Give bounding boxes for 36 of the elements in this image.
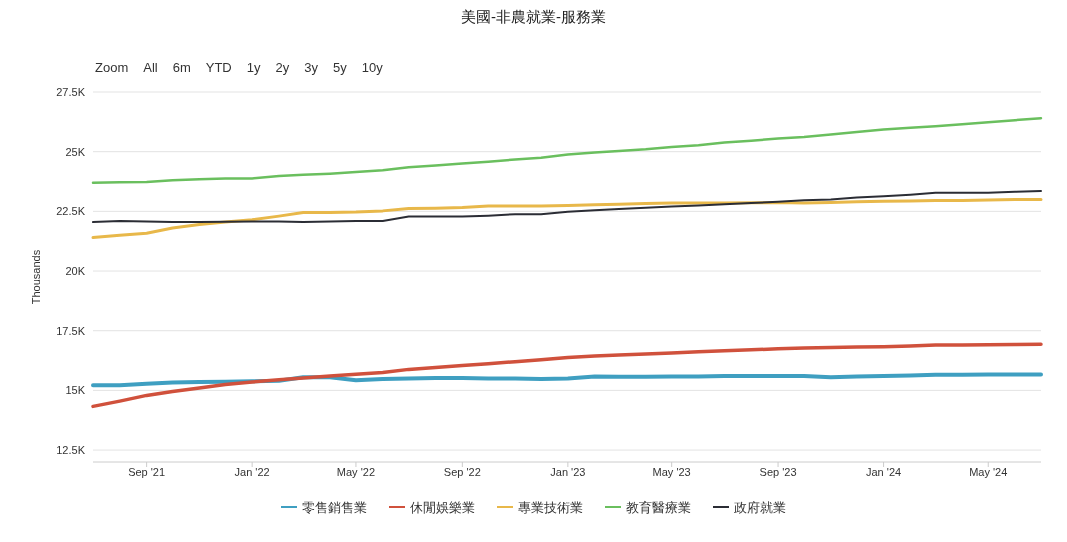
text: 3y [304,60,319,75]
y-tick-label: 17.5K [56,324,86,337]
x-tick-label: Sep '22 [443,466,481,478]
legend-label: 休閒娛樂業 [410,500,475,515]
x-tick-label: Sep '23 [759,466,797,478]
text: 10y [361,60,384,75]
line-series [91,342,1043,409]
y-tick-label: 22.5K [56,205,86,218]
legend-label: 政府就業 [734,500,786,515]
x-tick-label: May '24 [969,466,1008,478]
chart-title: 美國-非農就業-服務業 [461,8,606,25]
x-tick-label: Jan '22 [234,466,270,478]
text: 6m [172,60,191,75]
x-tick-label: Jan '23 [550,466,586,478]
legend-label: 專業技術業 [518,500,583,515]
y-tick-label: 12.5K [56,444,86,457]
text: 5y [332,60,348,75]
text: Zoom [95,60,129,75]
x-tick-label: Sep '21 [128,466,166,478]
text: 1y [246,60,261,75]
y-axis-title: Thousands [30,249,42,305]
text: All [143,60,158,75]
legend-label: 教育醫療業 [626,500,691,515]
legend-label: 零售銷售業 [302,500,367,515]
y-tick-label: 25K [65,145,86,158]
x-tick-label: May '22 [336,466,376,478]
line-series [91,117,1043,184]
line-series [91,197,1043,240]
y-tick-label: 20K [65,265,86,278]
x-tick-label: May '23 [652,466,691,478]
line-series [92,190,1042,224]
y-tick-label: 27.5K [56,86,86,98]
y-tick-label: 15K [65,384,86,397]
x-tick-label: Jan '24 [866,466,902,478]
text: 2y [275,60,290,75]
text: YTD [205,60,232,75]
